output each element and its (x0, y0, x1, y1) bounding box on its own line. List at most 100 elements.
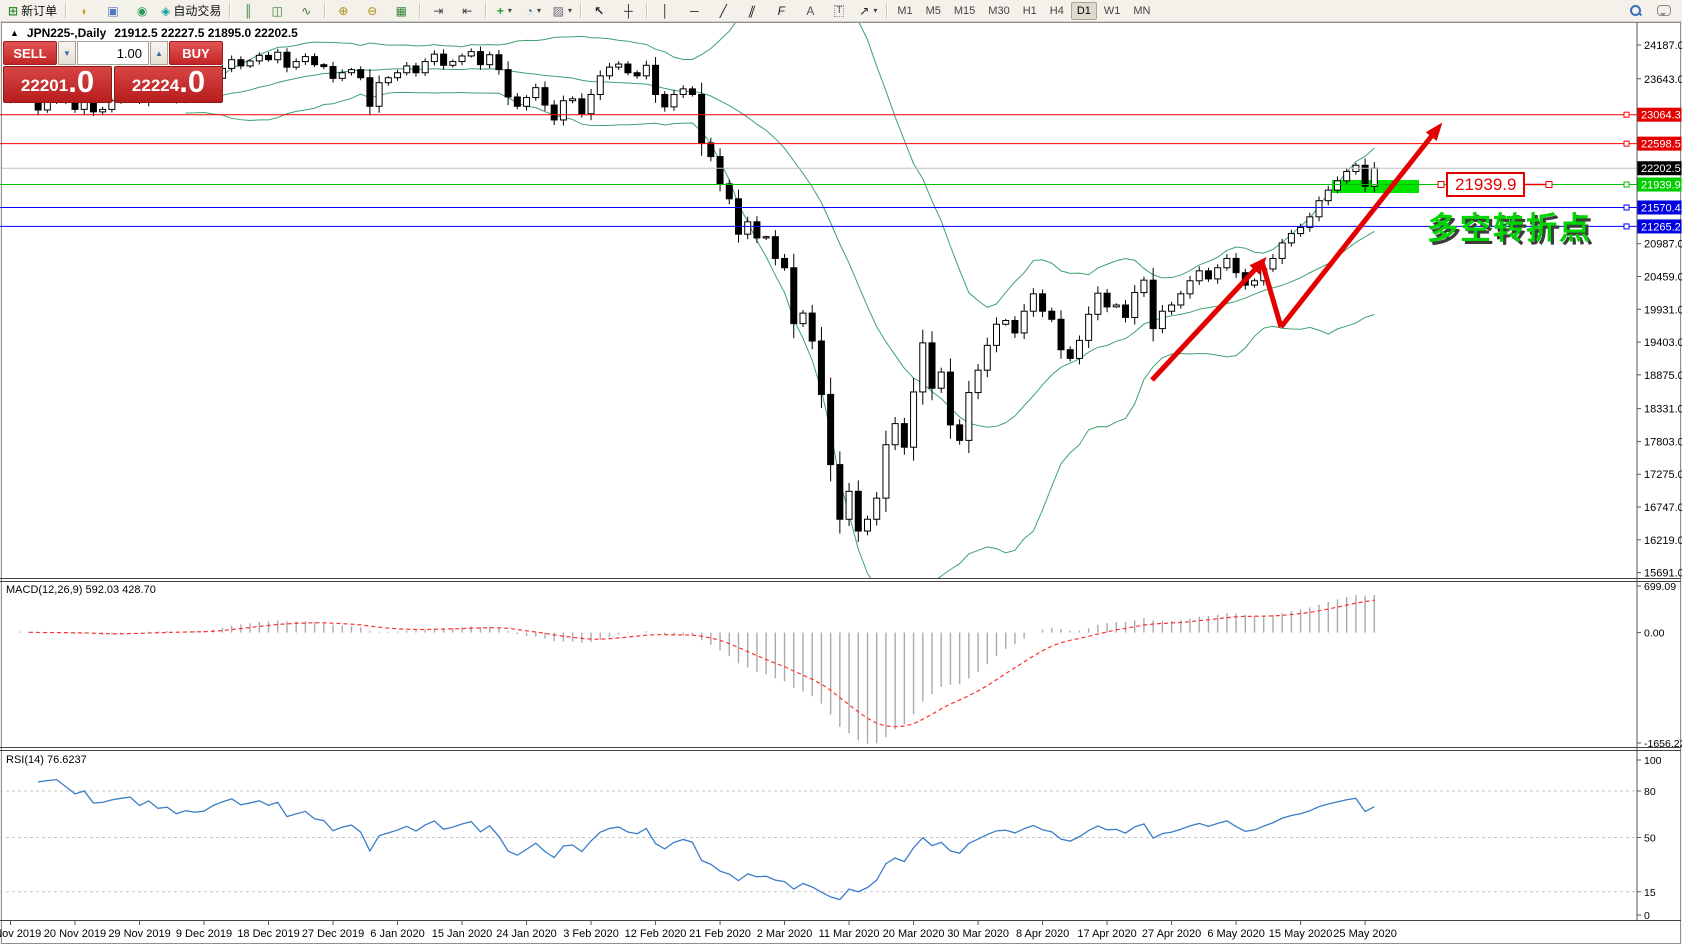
buy-price-fraction: .0 (179, 64, 206, 99)
volume-up-button[interactable]: ▲ (150, 41, 168, 65)
zoom-out-icon: ⊖ (367, 3, 378, 18)
buy-price-main: 22224 (131, 75, 180, 95)
alert-button[interactable]: ◗ (70, 1, 98, 21)
chart-window (1, 22, 1681, 944)
templates-button[interactable]: ▨ ▾ (548, 1, 576, 21)
buy-button[interactable]: BUY (169, 41, 223, 65)
text-icon: A (806, 3, 815, 18)
price-callout-label[interactable]: 21939.9 (1446, 172, 1526, 197)
horn-icon: ◗ (80, 3, 88, 18)
chat-icon (1657, 5, 1671, 16)
trendline-button[interactable]: ╱ (709, 1, 737, 21)
chevron-down-icon: ▼ (63, 48, 71, 58)
arrows-icon: ↗ (859, 3, 870, 18)
autotrade-icon: ◈ (161, 3, 171, 18)
new-order-label: 新订单 (21, 4, 58, 18)
volume-input[interactable] (77, 41, 149, 65)
chart-shift-button[interactable]: ⇤ (453, 1, 481, 21)
signal-icon: ◉ (136, 3, 148, 18)
indicators-button[interactable]: + ▾ (490, 1, 518, 21)
crosshair-button[interactable]: ┼ (614, 1, 642, 21)
timeframe-m5[interactable]: M5 (925, 4, 941, 17)
timeframe-mn[interactable]: MN (1133, 4, 1151, 17)
ohlc-values: 21912.5 22227.5 21895.0 22202.5 (114, 26, 298, 40)
trendline-icon: ╱ (719, 3, 727, 18)
signals-button[interactable]: ◉ (128, 1, 156, 21)
collapse-icon[interactable]: ▲ (10, 28, 19, 38)
channel-button[interactable]: ∥ (738, 1, 766, 21)
text-label-icon: T (834, 4, 845, 17)
periods-button[interactable]: ◔ ▾ (519, 1, 547, 21)
separator (646, 3, 648, 18)
monitor-icon: ▣ (107, 3, 119, 18)
rsi-label: RSI(14) 76.6237 (6, 754, 87, 766)
chevron-up-icon: ▲ (155, 48, 163, 58)
separator (419, 3, 421, 18)
channel-icon: ∥ (747, 3, 758, 18)
autotrade-button[interactable]: ◈ 自动交易 (157, 1, 225, 21)
timeframe-m15[interactable]: M15 (953, 4, 976, 17)
line-chart-icon: ∿ (301, 3, 312, 18)
cursor-icon: ↖ (594, 3, 605, 18)
candlestick-icon: ◫ (271, 3, 283, 18)
cursor-button[interactable]: ↖ (585, 1, 613, 21)
symbol-header: ▲ JPN225-,Daily 21912.5 22227.5 21895.0 … (10, 26, 298, 40)
arrows-button[interactable]: ↗ ▾ (854, 1, 882, 21)
separator (65, 3, 67, 18)
fibonacci-button[interactable]: F (767, 1, 795, 21)
bar-chart-icon: ║ (244, 3, 253, 18)
timeframe-m1[interactable]: M1 (897, 4, 913, 17)
vertical-line-button[interactable]: │ (651, 1, 679, 21)
horizontal-line-icon: ─ (690, 3, 699, 18)
chat-button[interactable] (1650, 1, 1678, 21)
zoom-out-button[interactable]: ⊖ (358, 1, 386, 21)
indicators-icon: + (496, 3, 504, 18)
timeframe-h4[interactable]: H4 (1049, 4, 1064, 17)
timeframe-d1[interactable]: D1 (1070, 1, 1097, 20)
vertical-line-icon: │ (661, 3, 670, 18)
chevron-down-icon: ▾ (507, 6, 512, 15)
toolbar: ⊞ 新订单 ◗ ▣ ◉ ◈ 自动交易 ║ ◫ ∿ ⊕ ⊖ ▦ ⇥ ⇤ + ▾ ◔ ▾… (0, 0, 1682, 22)
zoom-in-icon: ⊕ (338, 3, 349, 18)
zoom-in-button[interactable]: ⊕ (329, 1, 357, 21)
profile-button[interactable]: ▣ (99, 1, 127, 21)
timeframe-w1[interactable]: W1 (1103, 4, 1121, 17)
separator (324, 3, 326, 18)
tile-windows-icon: ▦ (395, 3, 407, 18)
sell-price[interactable]: 22201 .0 (3, 66, 112, 103)
search-button[interactable] (1621, 1, 1649, 21)
volume-down-button[interactable]: ▼ (58, 41, 76, 65)
clock-icon: ◔ (525, 3, 533, 18)
fibonacci-icon: F (777, 3, 785, 18)
separator (229, 3, 231, 18)
chevron-down-icon: ▾ (873, 6, 878, 15)
sell-price-fraction: .0 (68, 64, 95, 99)
separator (580, 3, 582, 18)
auto-scroll-icon: ⇥ (433, 3, 444, 18)
tile-windows-button[interactable]: ▦ (387, 1, 415, 21)
template-icon: ▨ (552, 3, 564, 18)
text-label-button[interactable]: T (825, 1, 853, 21)
sell-price-main: 22201 (20, 75, 69, 95)
timeframe-m30[interactable]: M30 (988, 4, 1010, 17)
text-button[interactable]: A (796, 1, 824, 21)
auto-scroll-button[interactable]: ⇥ (424, 1, 452, 21)
crosshair-icon: ┼ (624, 3, 633, 18)
new-order-icon: ⊞ (8, 3, 19, 18)
macd-label: MACD(12,26,9) 592.03 428.70 (6, 584, 156, 596)
bar-chart-button[interactable]: ║ (234, 1, 262, 21)
separator (485, 3, 487, 18)
sell-button[interactable]: SELL (3, 41, 57, 65)
one-click-trade-panel: SELL ▼ ▲ BUY 22201 .0 22224 .0 (3, 41, 223, 103)
new-order-button[interactable]: ⊞ 新订单 (4, 1, 61, 21)
symbol-title: JPN225-,Daily (26, 26, 107, 40)
line-chart-button[interactable]: ∿ (292, 1, 320, 21)
horizontal-line-button[interactable]: ─ (680, 1, 708, 21)
timeframe-h1[interactable]: H1 (1022, 4, 1037, 17)
candlestick-chart-button[interactable]: ◫ (263, 1, 291, 21)
separator (886, 3, 888, 18)
buy-price[interactable]: 22224 .0 (114, 66, 223, 103)
turning-point-note[interactable]: 多空转折点 (1427, 211, 1592, 246)
search-icon (1629, 5, 1641, 16)
